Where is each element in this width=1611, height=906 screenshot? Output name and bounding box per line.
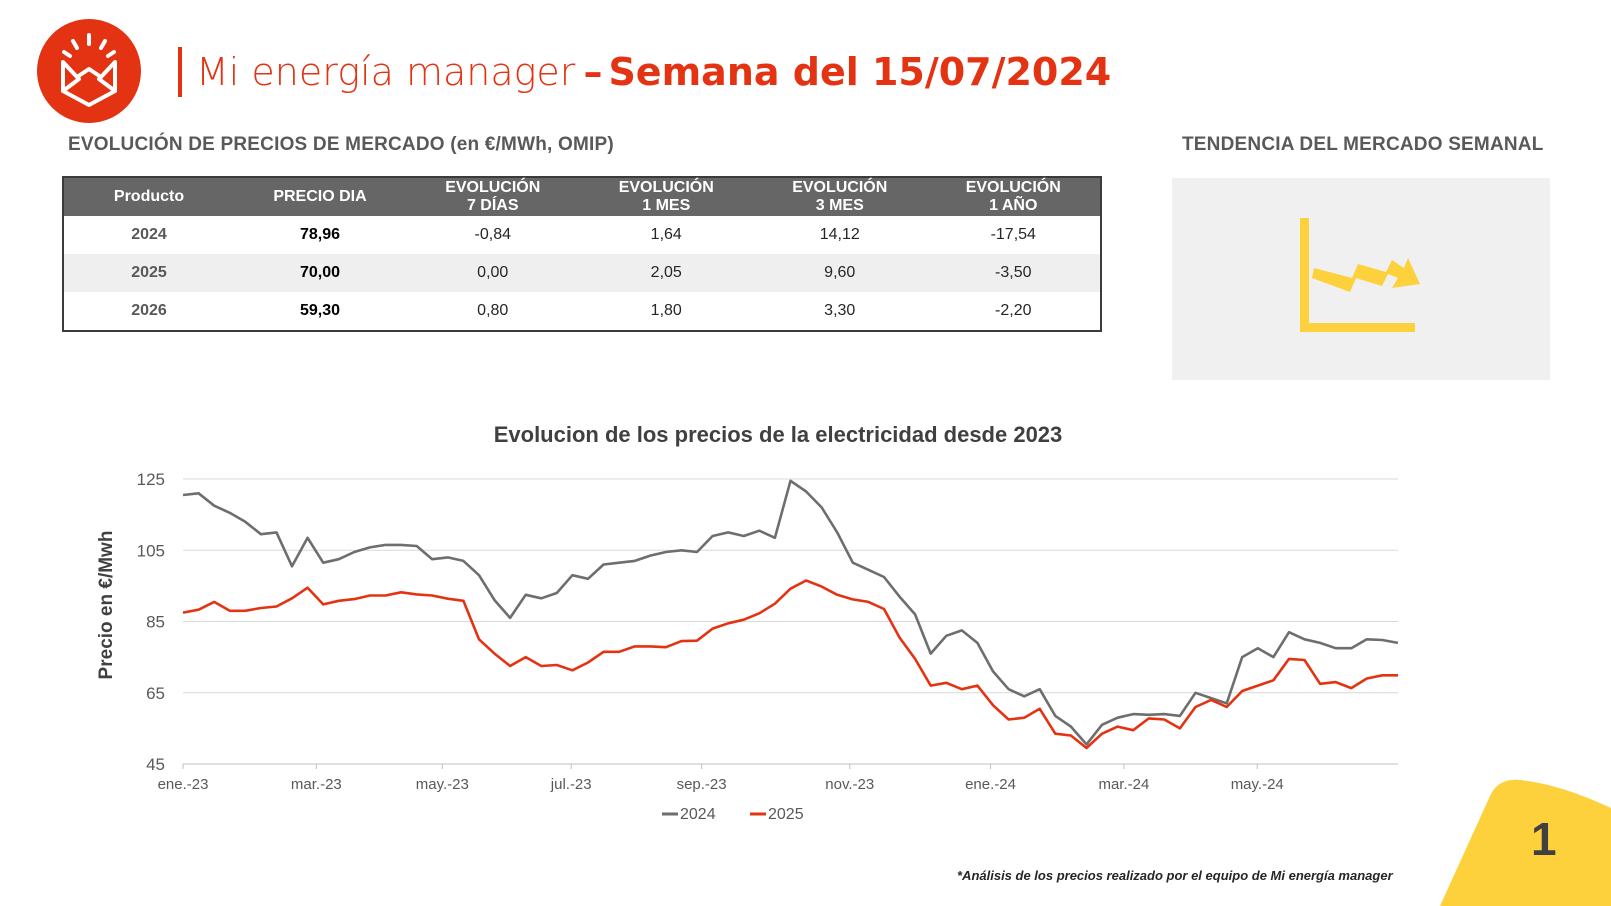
- table-row: 2025 70,00 0,00 2,05 9,60 -3,50: [64, 254, 1100, 292]
- table-header-row: Producto PRECIO DIA EVOLUCIÓN 7 DÍAS EVOL…: [64, 178, 1100, 216]
- cell-1-ano: -17,54: [990, 226, 1036, 243]
- page-number: 1: [1531, 813, 1557, 865]
- market-prices-title: EVOLUCIÓN DE PRECIOS DE MERCADO (en €/MW…: [68, 134, 614, 155]
- cell-year: 2026: [131, 302, 167, 319]
- x-tick-label: may.-24: [1231, 776, 1284, 793]
- cell-year: 2025: [64, 254, 234, 292]
- col-header-1-mes: EVOLUCIÓN 1 MES: [579, 178, 753, 216]
- x-tick-label: sep.-23: [677, 776, 727, 793]
- price-evolution-chart: Evolucion de los precios de la electrici…: [88, 420, 1468, 850]
- col-header-1-ano: EVOLUCIÓN 1 AÑO: [926, 178, 1100, 216]
- weekly-trend-title: TENDENCIA DEL MERCADO SEMANAL: [1182, 134, 1544, 155]
- x-tick-label: ene.-23: [158, 776, 209, 793]
- header-divider: [178, 47, 182, 97]
- y-tick-label: 45: [146, 755, 165, 774]
- y-tick-label: 125: [137, 470, 165, 489]
- x-tick-label: nov.-23: [825, 776, 874, 793]
- envelope-sun-icon: [61, 33, 117, 107]
- cell-7-dias: 0,00: [406, 254, 580, 292]
- x-tick-label: ene.-24: [965, 776, 1016, 793]
- x-tick-label: mar.-23: [291, 776, 342, 793]
- col-header-producto: Producto: [64, 178, 234, 216]
- x-tick-label: may.-23: [416, 776, 469, 793]
- cell-price: 70,00: [234, 254, 406, 292]
- cell-1-mes: 1,64: [650, 226, 682, 243]
- x-tick-label: jul.-23: [550, 776, 592, 793]
- market-prices-table: Producto PRECIO DIA EVOLUCIÓN 7 DÍAS EVOL…: [62, 176, 1102, 332]
- brand-name: Mi energía manager: [196, 50, 576, 94]
- header-separator: –: [583, 50, 603, 94]
- cell-1-mes: 2,05: [579, 254, 753, 292]
- line-chart: Evolucion de los precios de la electrici…: [96, 422, 1399, 823]
- cell-price: 59,30: [299, 302, 341, 319]
- cell-year: 2024: [131, 226, 167, 243]
- cell-3-mes: 3,30: [824, 302, 856, 319]
- cell-3-mes: 9,60: [753, 254, 927, 292]
- y-axis-label: Precio en €/Mwh: [96, 531, 117, 680]
- footnote: *Análisis de los precios realizado por e…: [957, 868, 1393, 883]
- cell-7-dias: -0,84: [474, 226, 511, 243]
- series-lines: [182, 479, 1399, 750]
- table-row: 2024 78,96 -0,84 1,64 14,12 -17,54: [64, 216, 1100, 254]
- corner-decoration: [1440, 779, 1611, 906]
- series-line-2024: [182, 479, 1399, 746]
- y-tick-labels: 45 65 85 105 125: [137, 470, 165, 774]
- y-tick-label: 65: [146, 684, 165, 703]
- table-row: 2026 59,30 0,80 1,80 3,30 -2,20: [64, 292, 1100, 330]
- cell-1-ano: -2,20: [995, 302, 1032, 319]
- weekly-trend-panel: [1172, 178, 1550, 380]
- col-header-7-dias: EVOLUCIÓN 7 DÍAS: [406, 178, 580, 216]
- cell-price: 78,96: [299, 226, 341, 243]
- x-tick-labels: ene.-23 mar.-23 may.-23 jul.-23 sep.-23 nov.-…: [158, 764, 1284, 793]
- col-header-precio-dia: PRECIO DIA: [234, 178, 406, 216]
- cell-1-ano: -3,50: [926, 254, 1100, 292]
- page-header: Mi energía manager – Semana del 15/07/20…: [178, 46, 1111, 98]
- cell-7-dias: 0,80: [477, 302, 509, 319]
- legend-label-2025: 2025: [768, 806, 804, 823]
- y-tick-label: 85: [146, 613, 165, 632]
- series-line-2025: [182, 579, 1398, 750]
- brand-logo: [37, 19, 141, 123]
- chart-title: Evolucion de los precios de la electrici…: [494, 422, 1063, 447]
- col-header-3-mes: EVOLUCIÓN 3 MES: [753, 178, 927, 216]
- cell-1-mes: 1,80: [650, 302, 682, 319]
- legend-label-2024: 2024: [680, 806, 716, 823]
- chart-legend: 2024 2025: [662, 806, 804, 823]
- week-title: Semana del 15/07/2024: [608, 50, 1112, 94]
- downtrend-chart-icon: [1300, 218, 1420, 332]
- x-tick-label: mar.-24: [1098, 776, 1149, 793]
- cell-3-mes: 14,12: [819, 226, 860, 243]
- y-tick-label: 105: [137, 541, 165, 560]
- gridlines: [183, 478, 1398, 765]
